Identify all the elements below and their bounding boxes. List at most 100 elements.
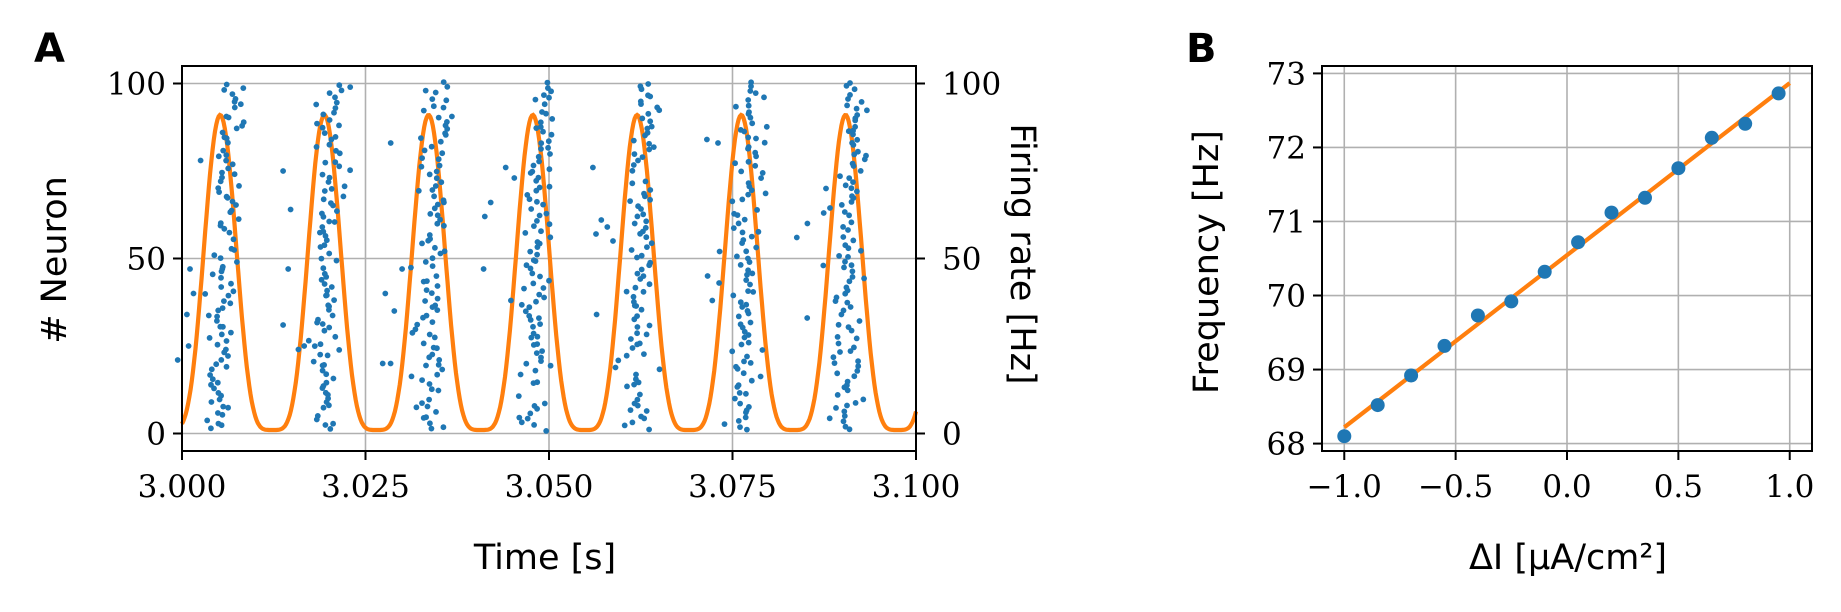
panel-a-spike-point <box>842 423 849 430</box>
panel-a-spike-point <box>323 292 330 299</box>
panel-a-spike-point <box>835 340 842 347</box>
panel-a-spike-point <box>440 197 447 204</box>
panel-a-spike-point <box>331 297 337 303</box>
panel-a-spike-point <box>612 364 619 371</box>
panel-a-spike-point <box>223 346 229 353</box>
panel-a-spike-point <box>629 419 636 426</box>
panel-a-spike-point <box>639 115 646 122</box>
panel-a-spike-point <box>750 289 757 295</box>
panel-a-spike-point <box>541 101 548 108</box>
panel-a-spike-point <box>521 285 527 292</box>
panel-a-spike-point <box>317 351 324 358</box>
panel-a-spike-point <box>547 362 554 369</box>
panel-a-spike-point <box>324 352 331 359</box>
panel-a-spike-point <box>422 259 429 265</box>
panel-a-spike-point <box>840 234 847 240</box>
panel-a-spike-point <box>610 238 616 244</box>
panel-a-spike-point <box>438 179 445 186</box>
panel-a-spike-point <box>841 413 848 419</box>
panel-a-spike-point <box>347 84 354 90</box>
panel-a-spike-point <box>434 307 441 313</box>
panel-a-spike-point <box>540 128 546 135</box>
panel-a-spike-point <box>197 157 204 164</box>
panel-a-spike-point <box>432 89 439 96</box>
panel-a-spike-point <box>319 224 326 230</box>
panel-a-spike-point <box>852 400 859 406</box>
panel-a-spike-point <box>641 190 647 197</box>
panel-a-spike-point <box>623 352 630 359</box>
panel-a-spike-point <box>538 354 544 361</box>
panel-a-spike-point <box>857 168 864 174</box>
panel-a-spike-point <box>634 254 640 261</box>
panel-a-x-tick-label: 3.075 <box>688 469 777 505</box>
panel-a-label: A <box>34 26 65 72</box>
panel-a-spike-point <box>631 220 638 227</box>
panel-a-spike-point <box>311 343 318 349</box>
panel-a-spike-point <box>747 360 754 366</box>
panel-a-spike-point <box>745 191 752 198</box>
panel-a-spike-point <box>419 400 425 406</box>
panel-a-spike-point <box>280 168 286 174</box>
panel-a-spike-point <box>321 362 327 368</box>
panel-a-spike-point <box>743 390 749 397</box>
panel-a-spike-point <box>737 299 744 306</box>
panel-a-spike-point <box>643 218 650 225</box>
panel-a-spike-point <box>745 180 752 187</box>
panel-a-spike-point <box>434 283 441 289</box>
panel-a-spike-point <box>841 264 847 271</box>
panel-b-data-point <box>1571 235 1586 250</box>
panel-a-spike-point <box>218 284 225 290</box>
panel-a-spike-point <box>624 383 630 390</box>
panel-a-spike-point <box>834 392 841 398</box>
panel-a-spike-point <box>230 288 237 295</box>
panel-a-spike-point <box>840 224 846 230</box>
panel-a-spike-point <box>326 218 333 225</box>
panel-a-spike-point <box>223 152 230 159</box>
panel-a-spike-point <box>549 116 556 122</box>
panel-a-spike-point <box>747 319 754 326</box>
panel-a-spike-point <box>541 294 547 301</box>
panel-a-spike-point <box>529 168 536 175</box>
panel-a-y-axis-label: # Neuron <box>35 176 75 344</box>
panel-a-spike-point <box>530 323 536 330</box>
panel-a-spike-point <box>229 198 236 205</box>
panel-a-spike-point <box>321 281 328 287</box>
panel-a-spike-point <box>852 123 858 130</box>
panel-a-spike-point <box>418 135 424 142</box>
panel-a-spike-point <box>440 424 447 431</box>
panel-a-spike-point <box>637 83 644 90</box>
panel-a-spike-point <box>648 240 655 247</box>
panel-a-spike-point <box>285 266 292 272</box>
panel-a-spike-point <box>449 113 455 120</box>
panel-a-spike-point <box>531 223 537 230</box>
panel-a-spike-point <box>850 179 856 186</box>
panel-a-spike-point <box>541 400 548 407</box>
panel-a-spike-point <box>214 341 221 348</box>
panel-a-y-tick-label: 0 <box>146 417 166 453</box>
panel-a-spike-point <box>741 216 748 223</box>
panel-a-spike-point <box>233 125 240 132</box>
panel-a-spike-point <box>190 290 197 297</box>
panel-a-spike-point <box>634 396 641 403</box>
panel-a-spike-point <box>545 144 551 151</box>
panel-a-spike-point <box>746 109 752 115</box>
panel-a-spike-point <box>631 381 637 388</box>
panel-a-spike-point <box>632 284 639 291</box>
panel-a-spike-point <box>219 129 226 136</box>
panel-a-spike-point <box>763 123 770 130</box>
panel-b-data-point <box>1470 308 1485 323</box>
panel-a-spike-point <box>215 420 222 427</box>
panel-a-spike-point <box>646 140 652 147</box>
panel-a-spike-point <box>738 168 745 175</box>
panel-a-spike-point <box>218 357 225 363</box>
panel-a-spike-point <box>855 363 862 370</box>
panel-a-spike-point <box>215 390 222 396</box>
panel-a-spike-point <box>435 361 442 368</box>
panel-b-y-tick-label: 70 <box>1267 279 1306 315</box>
panel-a-spike-point <box>858 247 864 254</box>
panel-a-right-y-tick-label: 100 <box>942 67 1001 103</box>
panel-a-spike-point <box>426 331 433 338</box>
panel-a-spike-point <box>319 210 325 217</box>
panel-a-spike-point <box>423 362 429 369</box>
panel-a-spike-point <box>627 198 633 205</box>
